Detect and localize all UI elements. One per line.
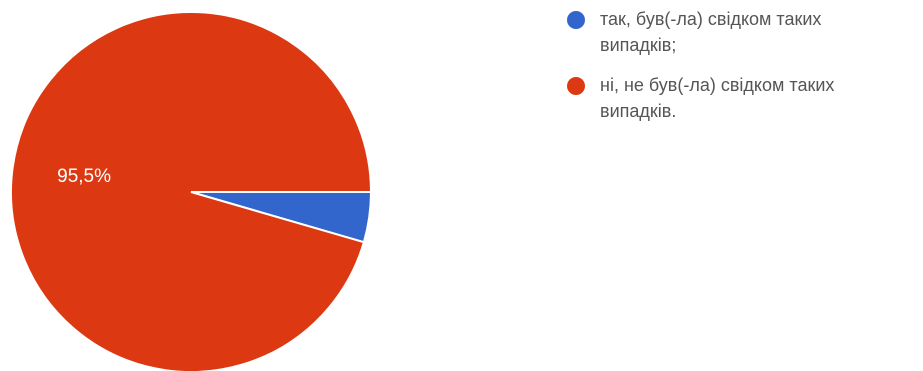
pie-slice-no[interactable] [10,11,373,371]
chart-legend: так, був(-ла) свідком таких випадків; ні… [566,6,916,138]
legend-label-yes-line-1: так, був(-ла) свідком таких [600,9,822,29]
legend-label-no-line-2: випадків. [600,101,677,121]
legend-label-yes-line-2: випадків; [600,35,677,55]
legend-item-no[interactable]: ні, не був(-ла) свідком таких випадків. [566,72,916,124]
pie-chart-svg: 95,5% [10,11,373,371]
legend-marker-no [567,77,585,95]
legend-item-yes[interactable]: так, був(-ла) свідком таких випадків; [566,6,916,58]
legend-label-no-line-1: ні, не був(-ла) свідком таких [600,75,835,95]
pie-label-no: 95,5% [57,166,111,187]
legend-marker-yes [567,11,585,29]
